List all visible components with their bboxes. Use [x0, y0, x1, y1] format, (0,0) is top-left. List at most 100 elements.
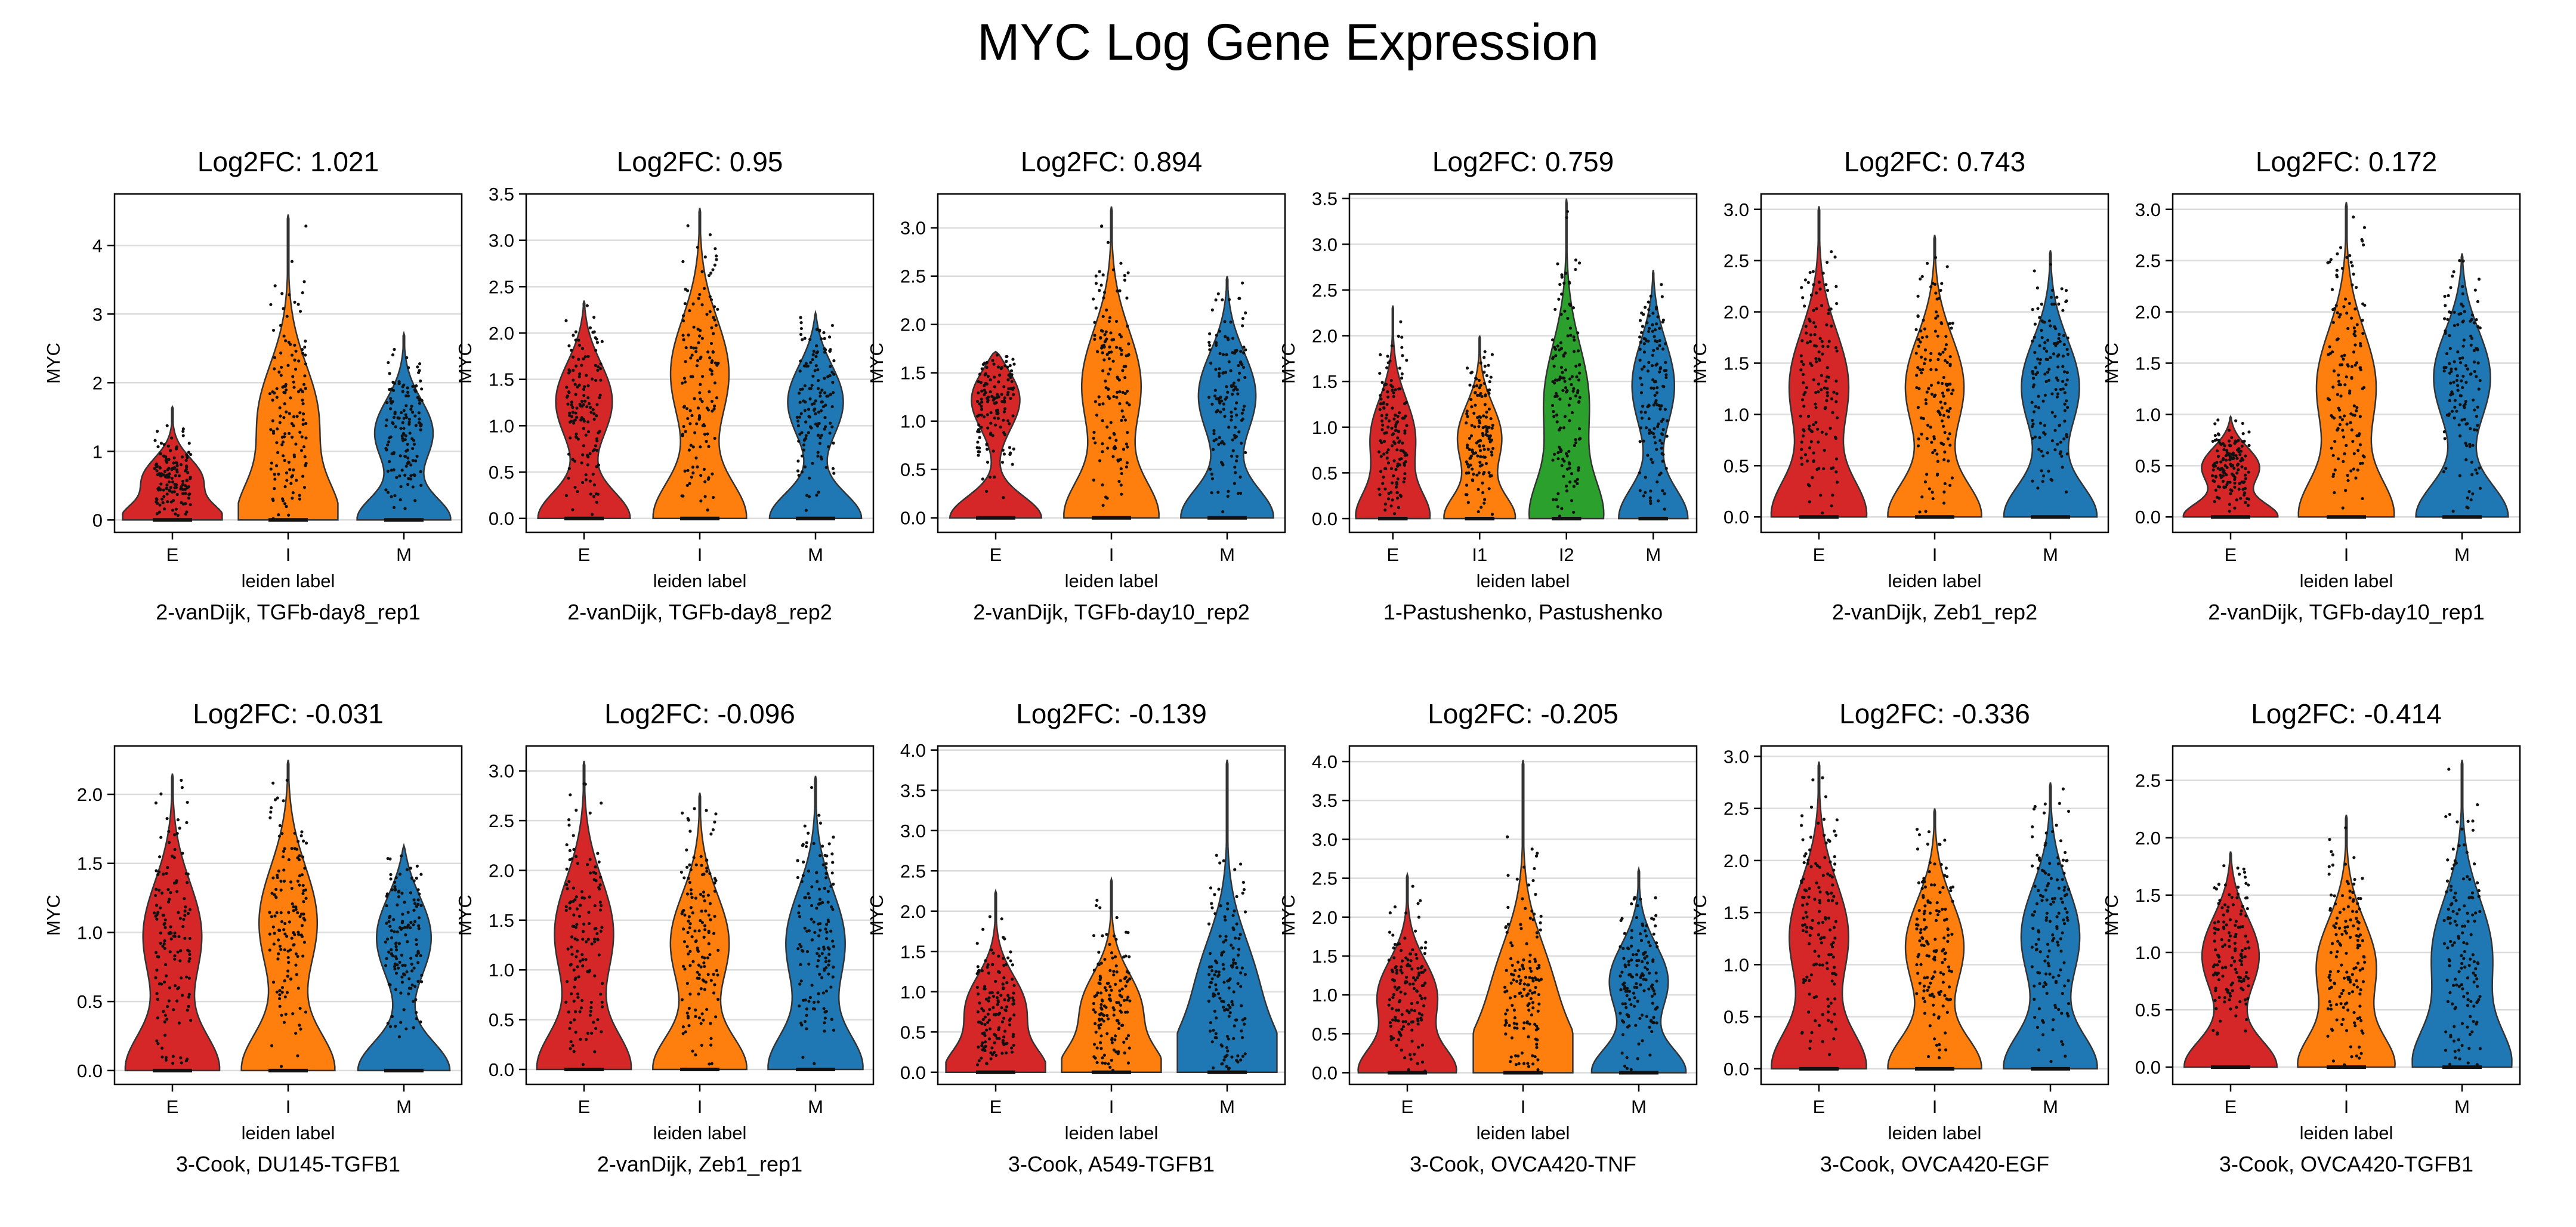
cell-point [419, 873, 423, 876]
cell-point [401, 920, 404, 923]
cell-point [1233, 465, 1237, 469]
cell-point [2216, 418, 2220, 422]
cell-point [1642, 989, 1646, 992]
cell-point [809, 387, 813, 390]
y-tick-label: 1.5 [900, 941, 926, 962]
cell-point [289, 880, 293, 884]
cell-point [1377, 450, 1381, 454]
cell-point [1564, 452, 1568, 455]
cell-point [1661, 318, 1666, 322]
cell-point [1563, 309, 1567, 313]
cell-point [276, 796, 279, 800]
cell-point [1221, 510, 1225, 514]
cell-point [1812, 283, 1815, 286]
cell-point [807, 1000, 811, 1003]
cell-point [169, 891, 172, 895]
cell-point [407, 977, 411, 981]
cell-point [1127, 342, 1131, 346]
cell-point [586, 420, 590, 424]
cell-point [1553, 307, 1557, 312]
cell-point [696, 948, 700, 952]
cell-point [827, 959, 831, 963]
cell-point [2057, 302, 2061, 306]
cell-point [1817, 382, 1821, 386]
cell-point [1489, 375, 1493, 379]
cell-point [1124, 954, 1128, 958]
cell-point [796, 859, 799, 862]
cell-point [1943, 482, 1947, 486]
cell-point [801, 338, 804, 341]
cell-point [567, 476, 570, 480]
cell-point [407, 423, 411, 426]
cell-point [1647, 329, 1651, 334]
cell-point [1101, 402, 1105, 406]
cell-point [1487, 391, 1491, 395]
cell-point [2032, 410, 2036, 414]
cell-point [687, 877, 690, 880]
cell-point [420, 387, 424, 391]
cell-point [2345, 423, 2349, 426]
cell-point [1638, 440, 1642, 443]
cell-point [1230, 454, 1234, 458]
cell-point [1215, 343, 1218, 347]
cell-point [1648, 1025, 1651, 1029]
cell-point [2061, 380, 2065, 383]
cell-point [715, 258, 718, 261]
cell-point [1117, 1001, 1120, 1004]
cell-point [1210, 1040, 1214, 1044]
cell-point [1243, 1022, 1246, 1026]
cell-point [304, 353, 307, 357]
cell-point [1472, 411, 1476, 415]
cell-point [280, 920, 284, 924]
cell-point [392, 415, 396, 419]
cell-point [820, 844, 824, 848]
cell-point [189, 1019, 193, 1022]
cell-point [1094, 1010, 1097, 1014]
cell-point [1105, 308, 1108, 312]
cell-point [829, 365, 832, 368]
cell-point [1833, 982, 1836, 986]
cell-point [415, 454, 419, 458]
cell-point [996, 417, 1000, 420]
cell-point [572, 886, 575, 890]
cell-point [2477, 387, 2481, 391]
cell-point [1632, 897, 1636, 901]
cell-point [692, 856, 696, 859]
cell-point [1398, 439, 1402, 443]
cell-point [703, 899, 706, 903]
y-tick-label: 1.0 [1312, 985, 1338, 1006]
cell-point [418, 362, 422, 366]
cell-point [175, 999, 179, 1003]
cell-point [984, 959, 987, 963]
cell-point [799, 979, 803, 983]
cell-point [588, 1013, 592, 1017]
cell-point [1474, 377, 1478, 380]
cell-point [1826, 288, 1829, 292]
cell-point [1663, 492, 1666, 495]
cell-point [1110, 1059, 1113, 1062]
cell-point [818, 898, 822, 901]
cell-point [587, 921, 591, 926]
cell-point [829, 929, 833, 933]
cell-point [687, 333, 690, 337]
cell-point [2476, 405, 2479, 409]
cell-point [1380, 428, 1384, 431]
cell-point [1550, 338, 1555, 342]
cell-point [281, 440, 285, 444]
cell-point [1803, 978, 1808, 982]
cell-point [2469, 427, 2472, 430]
cell-point [1535, 931, 1539, 935]
cell-point [1550, 403, 1555, 408]
cell-point [1092, 934, 1096, 938]
cell-point [167, 830, 171, 833]
cell-point [706, 956, 710, 960]
cell-point [1521, 963, 1524, 967]
cell-point [1800, 879, 1803, 883]
cell-point [1555, 413, 1559, 417]
cell-point [697, 963, 700, 967]
cell-point [304, 888, 307, 892]
cell-point [2461, 319, 2465, 323]
cell-point [188, 957, 191, 960]
cell-point [1390, 426, 1394, 430]
cell-point [1811, 476, 1814, 479]
